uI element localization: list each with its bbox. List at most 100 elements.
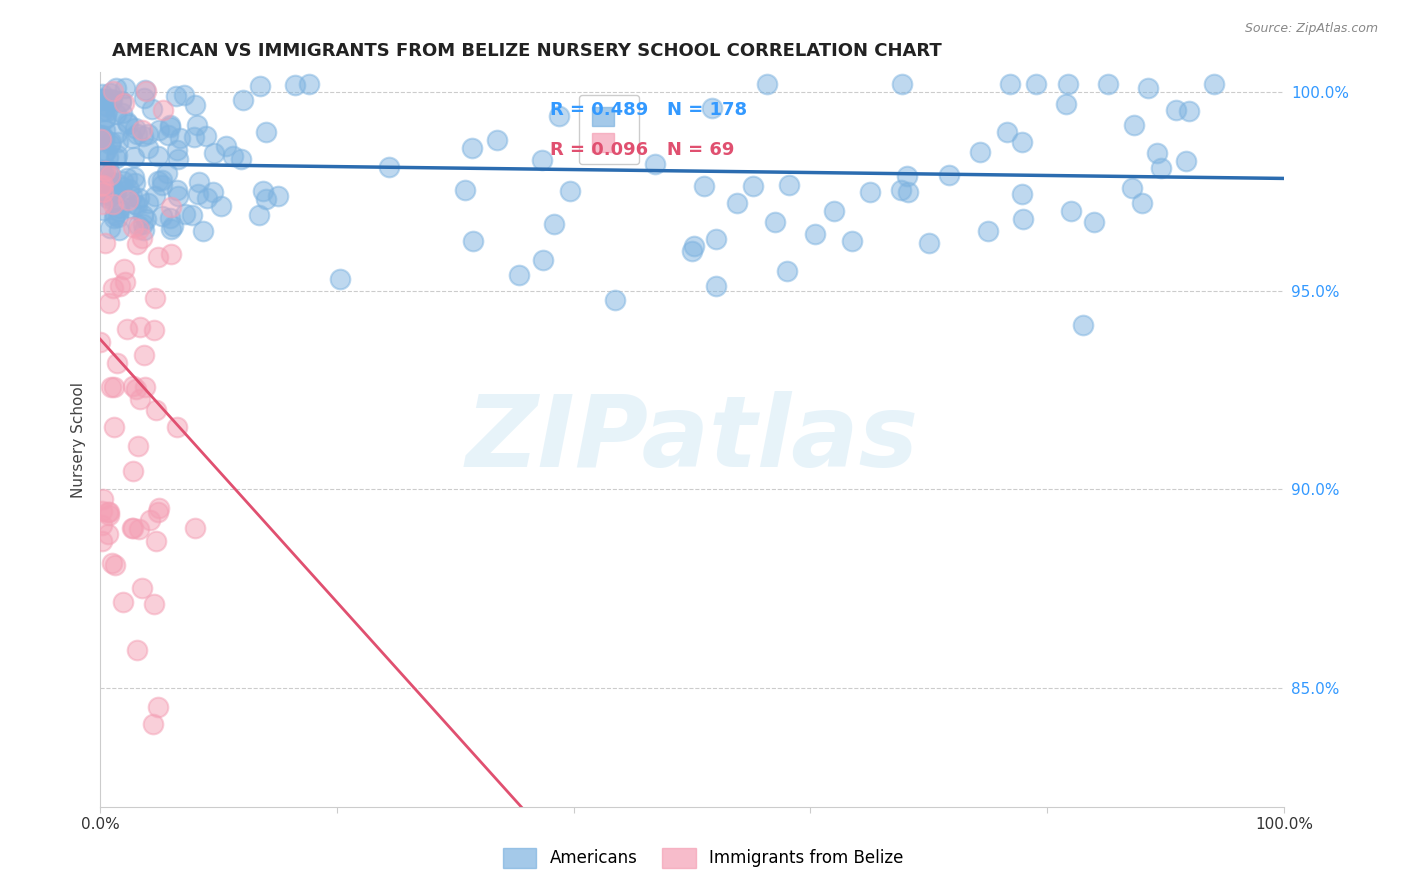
- Americans: [803, 227, 825, 242]
- Americans: [201, 186, 224, 200]
- Americans: [94, 99, 117, 113]
- Americans: [173, 207, 195, 221]
- Americans: [897, 185, 920, 199]
- Immigrants from Belize: [135, 84, 157, 98]
- Americans: [93, 131, 115, 145]
- Immigrants from Belize: [110, 279, 132, 293]
- Immigrants from Belize: [134, 380, 156, 394]
- Americans: [103, 211, 125, 225]
- Americans: [121, 189, 143, 203]
- Immigrants from Belize: [91, 178, 114, 193]
- Americans: [166, 183, 188, 197]
- Americans: [977, 224, 1000, 238]
- Americans: [117, 117, 139, 131]
- Americans: [127, 128, 149, 142]
- Americans: [165, 89, 187, 103]
- Immigrants from Belize: [184, 521, 207, 535]
- Americans: [605, 293, 627, 307]
- Immigrants from Belize: [90, 132, 112, 146]
- Americans: [115, 170, 138, 185]
- Americans: [94, 112, 117, 127]
- Immigrants from Belize: [103, 380, 125, 394]
- Americans: [143, 189, 166, 203]
- Americans: [896, 169, 918, 184]
- Immigrants from Belize: [128, 222, 150, 236]
- Americans: [755, 78, 778, 92]
- Y-axis label: Nursery School: Nursery School: [72, 382, 86, 498]
- Immigrants from Belize: [160, 247, 183, 261]
- Americans: [193, 223, 215, 237]
- Americans: [97, 150, 120, 164]
- Americans: [1150, 161, 1173, 175]
- Americans: [98, 177, 121, 191]
- Immigrants from Belize: [91, 517, 114, 532]
- Americans: [284, 78, 307, 92]
- Immigrants from Belize: [100, 380, 122, 394]
- Americans: [118, 182, 141, 196]
- Americans: [186, 118, 208, 132]
- Americans: [249, 208, 271, 222]
- Americans: [166, 143, 188, 157]
- Americans: [105, 81, 128, 95]
- Americans: [531, 153, 554, 168]
- Americans: [101, 93, 124, 107]
- Americans: [134, 91, 156, 105]
- Americans: [96, 144, 118, 158]
- Americans: [156, 128, 179, 143]
- Immigrants from Belize: [101, 281, 124, 295]
- Immigrants from Belize: [122, 464, 145, 478]
- Americans: [96, 187, 118, 202]
- Immigrants from Belize: [143, 597, 166, 611]
- Immigrants from Belize: [128, 522, 150, 536]
- Immigrants from Belize: [131, 122, 153, 136]
- Americans: [97, 161, 120, 176]
- Immigrants from Belize: [112, 95, 135, 110]
- Immigrants from Belize: [91, 186, 114, 200]
- Americans: [173, 88, 195, 103]
- Americans: [209, 199, 232, 213]
- Americans: [93, 146, 115, 161]
- Americans: [1130, 196, 1153, 211]
- Americans: [693, 178, 716, 193]
- Americans: [127, 219, 149, 233]
- Americans: [159, 118, 181, 132]
- Immigrants from Belize: [152, 103, 174, 117]
- Immigrants from Belize: [91, 492, 114, 507]
- Immigrants from Belize: [91, 504, 114, 518]
- Americans: [107, 177, 129, 191]
- Americans: [111, 105, 134, 120]
- Americans: [110, 94, 132, 108]
- Immigrants from Belize: [142, 323, 165, 337]
- Americans: [134, 83, 156, 97]
- Americans: [195, 191, 218, 205]
- Americans: [254, 125, 277, 139]
- Americans: [180, 208, 202, 222]
- Americans: [96, 170, 118, 185]
- Americans: [461, 141, 484, 155]
- Americans: [297, 78, 319, 92]
- Immigrants from Belize: [104, 558, 127, 572]
- Immigrants from Belize: [114, 275, 136, 289]
- Americans: [1011, 135, 1033, 149]
- Americans: [700, 101, 723, 115]
- Immigrants from Belize: [142, 717, 165, 731]
- Americans: [378, 160, 401, 174]
- Americans: [124, 120, 146, 135]
- Text: R = 0.096   N = 69: R = 0.096 N = 69: [550, 141, 734, 159]
- Americans: [111, 180, 134, 194]
- Americans: [187, 186, 209, 201]
- Immigrants from Belize: [145, 402, 167, 417]
- Americans: [104, 186, 127, 201]
- Americans: [998, 78, 1021, 92]
- Americans: [100, 168, 122, 182]
- Immigrants from Belize: [90, 179, 112, 194]
- Americans: [124, 177, 146, 191]
- Americans: [91, 202, 114, 217]
- Immigrants from Belize: [105, 356, 128, 370]
- Americans: [1174, 154, 1197, 169]
- Immigrants from Belize: [143, 291, 166, 305]
- Americans: [858, 185, 880, 199]
- Immigrants from Belize: [94, 235, 117, 250]
- Immigrants from Belize: [160, 200, 183, 214]
- Americans: [1178, 103, 1201, 118]
